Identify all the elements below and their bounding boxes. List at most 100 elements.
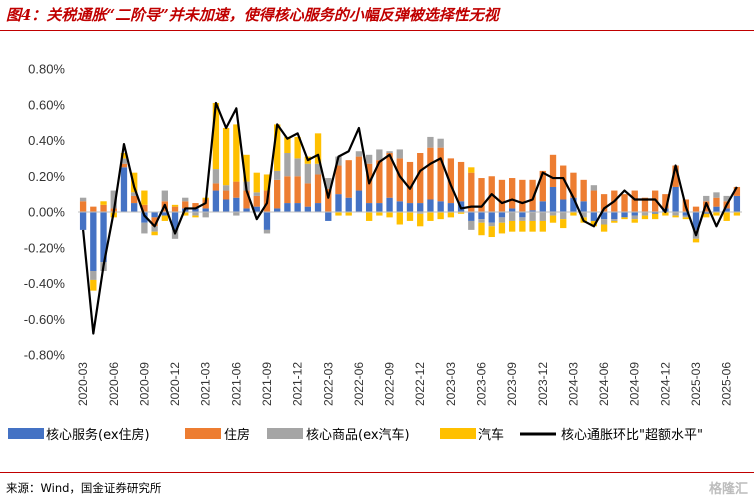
bar-segment-s2 [222, 185, 230, 191]
bar-segment-s1 [304, 183, 312, 207]
bar-segment-s1 [243, 190, 250, 209]
legend: 核心服务(ex住房) 住房 核心商品(ex汽车) 汽车 核心通胀环比"超额水平" [8, 427, 703, 443]
bar-segment-s3 [263, 174, 271, 191]
bar-segment-s3 [733, 212, 741, 216]
bar-segment-s3 [161, 215, 168, 221]
bar-segment-s0 [192, 208, 199, 212]
bar-segment-s1 [478, 178, 485, 212]
bar-segment-s0 [120, 167, 128, 212]
bar-segment-s0 [274, 208, 281, 212]
bar-segment-s3 [90, 279, 97, 291]
bar-segment-s3 [120, 153, 128, 159]
bar-segment-s0 [90, 212, 97, 271]
bar-segment-s3 [314, 133, 322, 164]
bar-segment-s0 [631, 212, 638, 216]
y-tick-label: 0.80% [28, 62, 65, 77]
source-rule [0, 472, 754, 473]
bar-segment-s2 [314, 163, 322, 175]
bar-segment-s3 [641, 215, 649, 220]
bar-segment-s0 [151, 212, 158, 218]
bar-segment-s0 [498, 212, 506, 218]
bar-segment-s0 [304, 206, 312, 212]
bar-segment-s1 [396, 158, 403, 202]
bar-segment-s2 [141, 222, 148, 234]
bar-segment-s0 [723, 208, 730, 212]
legend-swatch [185, 428, 221, 439]
x-tick-label: 2021-09 [260, 362, 274, 406]
bar-segment-s3 [652, 213, 659, 220]
bar-segment-s2 [723, 195, 730, 202]
bar-segment-s2 [427, 136, 434, 148]
bar-segment-s1 [662, 194, 669, 209]
bar-segment-s0 [100, 212, 107, 263]
bar-segment-s3 [560, 219, 567, 229]
legend-label: 住房 [224, 427, 250, 443]
bar-segment-s3 [427, 212, 434, 221]
bar-segment-s1 [192, 203, 199, 209]
bar-segment-s2 [437, 138, 444, 148]
bar-segment-s0 [161, 212, 168, 216]
bar-segment-s0 [519, 212, 526, 218]
x-tick-label: 2023-06 [475, 362, 489, 406]
bar-segment-s3 [723, 212, 730, 221]
bar-segment-s0 [233, 197, 240, 212]
bar-segment-s0 [570, 197, 577, 212]
bar-segment-s3 [406, 212, 414, 221]
bar-segment-s0 [294, 203, 301, 212]
legend-swatch [440, 428, 476, 439]
bar-segment-s3 [243, 154, 250, 182]
bar-segment-s3 [345, 212, 352, 216]
bar-segment-s1 [386, 153, 393, 198]
bar-segment-s0 [386, 197, 393, 212]
bar-segment-s2 [519, 217, 526, 221]
bar-segment-s0 [621, 212, 628, 218]
bar-segment-s3 [151, 231, 158, 236]
legend-label: 核心通胀环比"超额水平" [561, 428, 703, 443]
bar-segment-s1 [570, 172, 577, 198]
bar-segment-s1 [713, 197, 720, 207]
x-tick-label: 2024-06 [597, 362, 611, 406]
bar-segment-s2 [274, 170, 281, 180]
bar-segment-s1 [314, 174, 322, 204]
bar-segment-s3 [682, 217, 689, 220]
y-tick-label: 0.60% [28, 97, 65, 112]
bar-segment-s3 [100, 201, 107, 205]
bar-segment-s2 [376, 149, 383, 161]
bar-segment-s0 [539, 201, 546, 212]
bar-segment-s0 [600, 212, 608, 220]
bar-segment-s1 [539, 170, 546, 202]
bar-segment-s1 [600, 194, 608, 213]
bar-segment-s2 [468, 220, 475, 230]
x-tick-label: 2023-12 [536, 362, 550, 406]
bar-segment-s2 [284, 153, 291, 177]
bar-segment-s0 [396, 201, 403, 212]
bar-segment-s2 [79, 197, 87, 202]
bar-segment-s2 [90, 270, 97, 280]
x-tick-label: 2024-12 [658, 362, 672, 406]
bar-segment-s3 [365, 212, 373, 221]
bar-segment-s0 [713, 206, 720, 212]
bar-segment-s2 [672, 212, 679, 216]
bar-segment-s0 [325, 212, 332, 221]
bar-segment-s0 [314, 203, 322, 212]
bar-segment-s0 [243, 208, 250, 212]
x-tick-label: 2022-03 [321, 362, 335, 406]
bar-segment-s1 [631, 190, 638, 212]
bar-segment-s3 [549, 215, 557, 223]
bar-segment-s2 [386, 151, 393, 154]
bar-segment-s1 [468, 172, 475, 212]
x-tick-label: 2023-03 [444, 362, 458, 406]
bar-segment-s3 [386, 212, 393, 218]
bar-segment-s2 [202, 212, 209, 218]
bar-segment-s2 [478, 219, 485, 223]
bar-segment-s3 [508, 220, 516, 232]
bar-segment-s3 [692, 238, 700, 243]
bar-segment-s1 [141, 204, 148, 212]
bar-segment-s2 [161, 190, 168, 202]
bar-segment-s1 [100, 204, 107, 212]
legend-label: 汽车 [478, 427, 504, 443]
bar-segment-s1 [437, 147, 444, 202]
bar-segment-s1 [131, 195, 138, 204]
x-tick-label: 2021-12 [291, 362, 305, 406]
bar-segment-s3 [529, 220, 536, 232]
